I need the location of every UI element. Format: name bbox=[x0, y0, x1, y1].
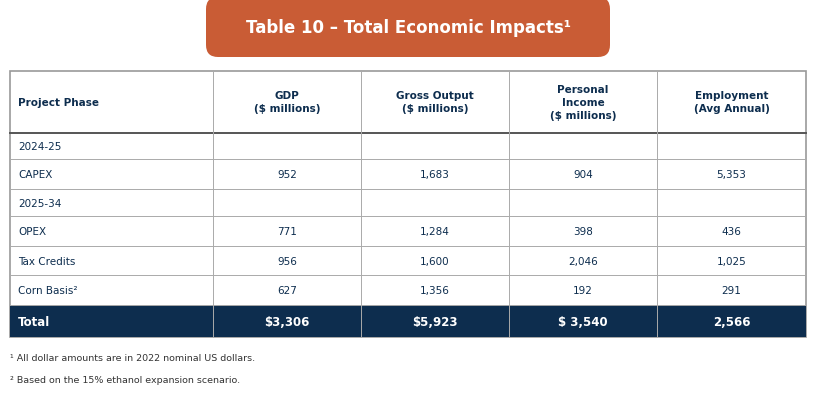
Text: Tax Credits: Tax Credits bbox=[18, 256, 75, 266]
Text: 5,353: 5,353 bbox=[716, 170, 747, 180]
Text: $ 3,540: $ 3,540 bbox=[558, 315, 608, 328]
Text: 904: 904 bbox=[574, 170, 593, 180]
Text: Corn Basis²: Corn Basis² bbox=[18, 286, 78, 296]
Text: Project Phase: Project Phase bbox=[18, 98, 99, 107]
Text: 1,600: 1,600 bbox=[420, 256, 450, 266]
Text: Table 10 – Total Economic Impacts¹: Table 10 – Total Economic Impacts¹ bbox=[246, 19, 570, 37]
Text: 436: 436 bbox=[721, 226, 742, 236]
Text: OPEX: OPEX bbox=[18, 226, 47, 236]
Bar bbox=[10, 305, 806, 337]
Text: 291: 291 bbox=[721, 286, 742, 296]
Text: 1,284: 1,284 bbox=[420, 226, 450, 236]
Text: ² Based on the 15% ethanol expansion scenario.: ² Based on the 15% ethanol expansion sce… bbox=[10, 375, 240, 384]
Bar bbox=[10, 72, 806, 337]
Text: CAPEX: CAPEX bbox=[18, 170, 52, 180]
Text: 1,356: 1,356 bbox=[420, 286, 450, 296]
Text: Gross Output
($ millions): Gross Output ($ millions) bbox=[397, 91, 474, 114]
Text: 1,683: 1,683 bbox=[420, 170, 450, 180]
Text: 771: 771 bbox=[277, 226, 297, 236]
Text: 952: 952 bbox=[277, 170, 297, 180]
Text: 1,025: 1,025 bbox=[716, 256, 747, 266]
Text: GDP
($ millions): GDP ($ millions) bbox=[254, 91, 320, 114]
Text: Personal
Income
($ millions): Personal Income ($ millions) bbox=[550, 85, 616, 120]
Text: ¹ All dollar amounts are in 2022 nominal US dollars.: ¹ All dollar amounts are in 2022 nominal… bbox=[10, 353, 255, 362]
Text: $3,306: $3,306 bbox=[264, 315, 310, 328]
Text: Total: Total bbox=[18, 315, 51, 328]
Text: 2024-25: 2024-25 bbox=[18, 142, 61, 151]
Text: 956: 956 bbox=[277, 256, 297, 266]
Text: 192: 192 bbox=[573, 286, 593, 296]
Text: Employment
(Avg Annual): Employment (Avg Annual) bbox=[694, 91, 769, 114]
Text: 398: 398 bbox=[573, 226, 593, 236]
FancyBboxPatch shape bbox=[206, 0, 610, 58]
Text: $5,923: $5,923 bbox=[412, 315, 458, 328]
Text: 2,046: 2,046 bbox=[568, 256, 598, 266]
Text: 627: 627 bbox=[277, 286, 297, 296]
Text: 2,566: 2,566 bbox=[713, 315, 751, 328]
Text: 2025-34: 2025-34 bbox=[18, 198, 61, 208]
